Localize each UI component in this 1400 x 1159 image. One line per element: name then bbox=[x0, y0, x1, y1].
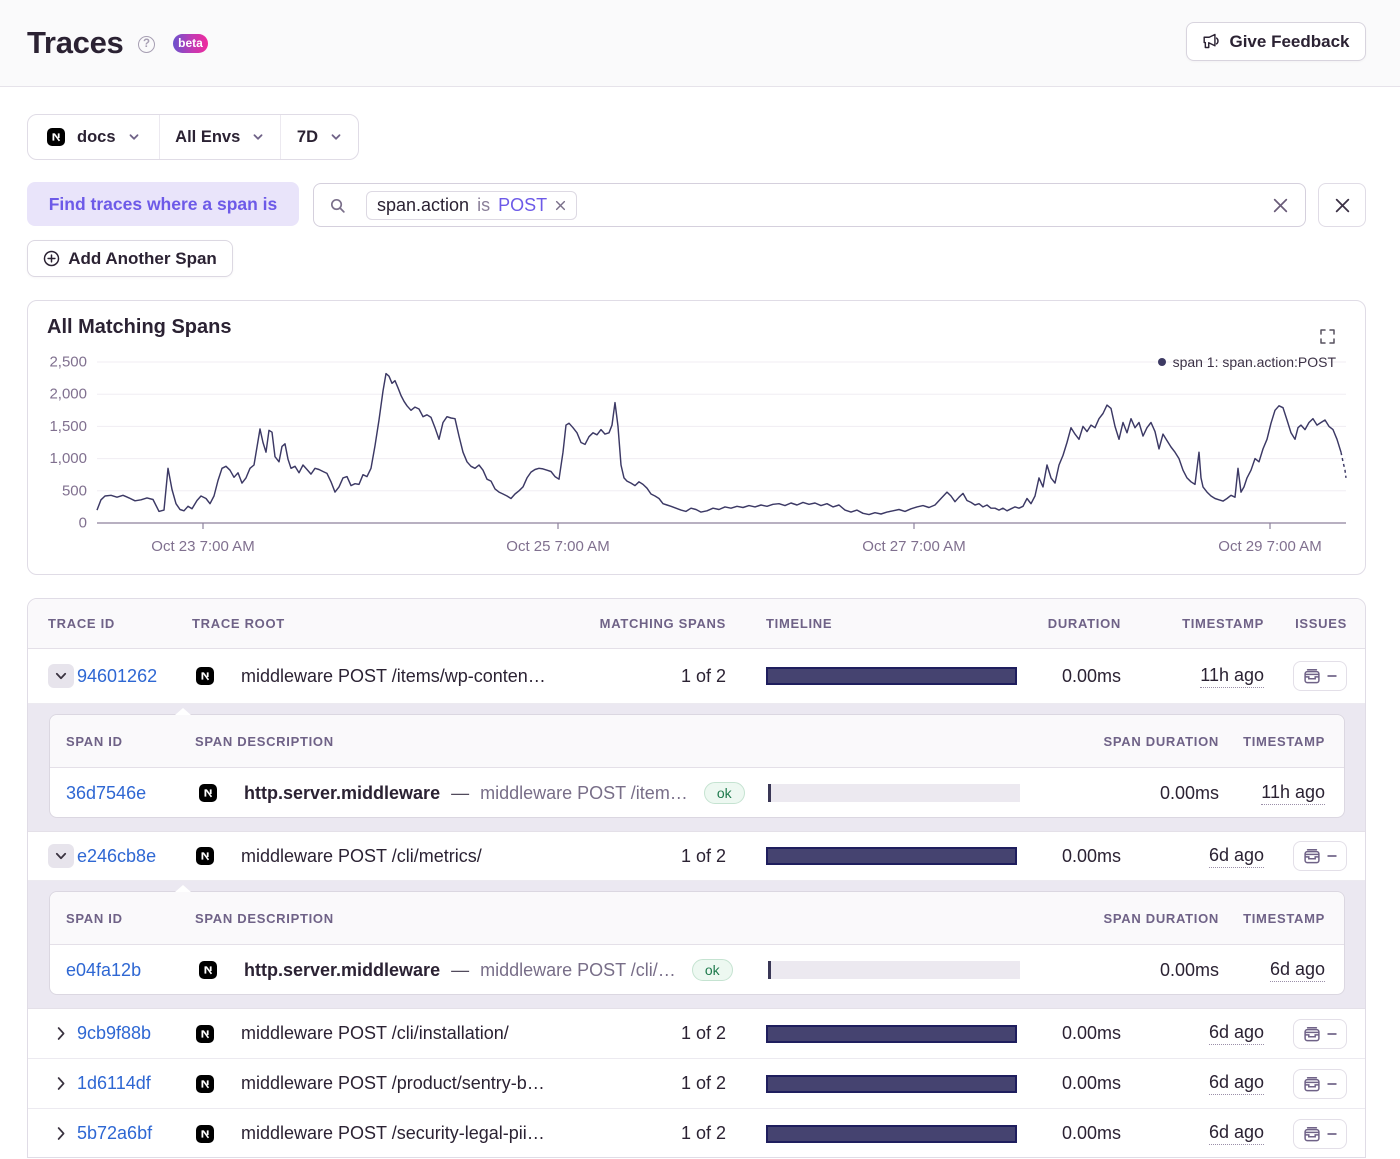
svg-text:1,500: 1,500 bbox=[49, 418, 87, 435]
svg-text:2,000: 2,000 bbox=[49, 386, 87, 403]
svg-text:Oct 25 7:00 AM: Oct 25 7:00 AM bbox=[506, 538, 609, 555]
svg-text:0: 0 bbox=[79, 515, 87, 532]
svg-text:Oct 23 7:00 AM: Oct 23 7:00 AM bbox=[151, 538, 254, 555]
svg-text:2,500: 2,500 bbox=[49, 354, 87, 371]
svg-text:Oct 27 7:00 AM: Oct 27 7:00 AM bbox=[862, 538, 965, 555]
svg-text:500: 500 bbox=[62, 482, 87, 499]
svg-text:Oct 29 7:00 AM: Oct 29 7:00 AM bbox=[1218, 538, 1321, 555]
svg-text:1,000: 1,000 bbox=[49, 450, 87, 467]
